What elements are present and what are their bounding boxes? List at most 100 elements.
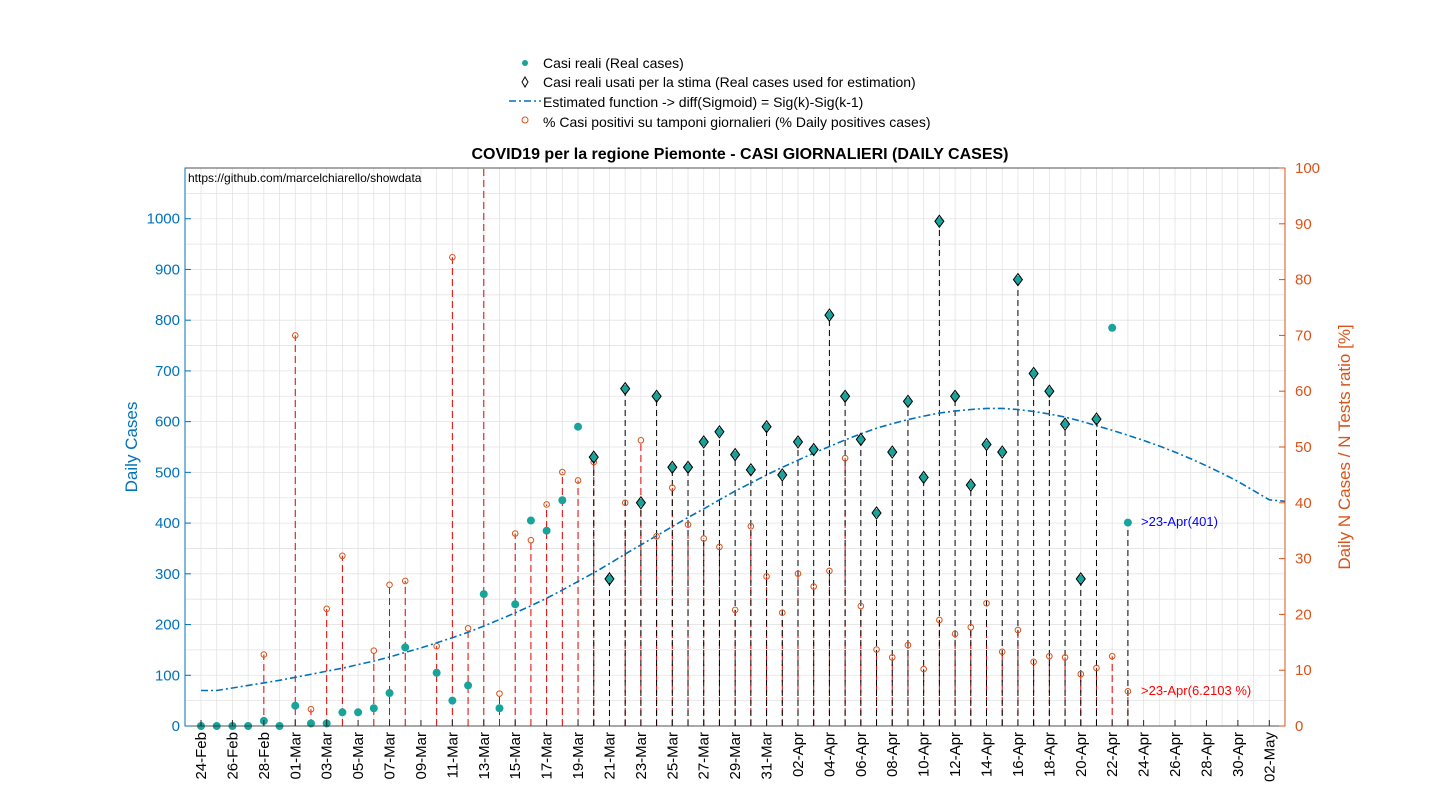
used-case-diamond [667,460,678,475]
right-axis-ticks: 0 10 20 30 40 50 60 70 80 90 100 [1279,160,1320,735]
x-tick-label: 26-Feb [224,732,241,780]
ratio-point [1014,626,1022,634]
x-tick-label: 13-Mar [476,732,493,780]
ratio-point [731,606,739,614]
real-case-point [809,445,818,454]
legend-circle-icon [521,116,529,124]
used-case-diamond [698,435,709,449]
ratio-point [543,501,550,508]
ratio-point [1061,654,1069,661]
ratio-point [323,605,330,613]
real-case-point [935,217,944,226]
real-case-point [369,704,378,713]
left-tick-label: 700 [155,363,180,380]
ratio-point [904,641,912,649]
used-case-diamond [997,445,1008,459]
x-tick-label: 27-Mar [696,732,713,780]
ratio-point [998,648,1006,656]
x-tick-label: 15-Mar [507,732,524,780]
right-tick-label: 100 [1295,160,1320,177]
real-case-point [903,397,912,406]
ratio-point [559,468,566,476]
used-case-diamond [902,394,914,409]
ratio-point [307,705,315,713]
used-case-diamond [855,432,866,447]
real-case-point [1123,518,1132,527]
right-tick-label: 10 [1295,662,1312,679]
legend-label-estimated: Estimated function -> diff(Sigmoid) = Si… [543,94,863,110]
x-tick-label: 19-Mar [570,732,587,780]
ratio-point [747,522,755,530]
used-case-diamond [949,389,961,404]
used-case-diamond [1012,272,1024,287]
ratio-point [291,332,299,339]
real-case-point [1045,387,1054,396]
legend-dot-icon [522,60,528,66]
used-case-diamond [824,308,835,322]
used-case-diamond [934,214,945,229]
real-case-point [951,392,960,401]
x-tick-label: 24-Feb [193,732,210,780]
x-tick-label: 28-Apr [1198,732,1215,777]
right-tick-label: 80 [1295,272,1312,289]
legend-label-real: Casi reali (Real cases) [543,55,684,71]
used-case-diamond [965,478,976,492]
right-tick-label: 20 [1295,606,1312,623]
ratio-point [386,581,393,589]
ratio-point [763,573,770,580]
annotation-last-ratio: >23-Apr(6.2103 %) [1141,683,1251,698]
x-tick-label: 14-Apr [979,732,996,777]
left-tick-label: 0 [172,718,180,735]
ratio-point [574,477,582,484]
real-case-point [731,450,740,459]
real-case-point [526,516,535,525]
legend: Casi reali (Real cases) Casi reali usati… [504,52,974,132]
x-tick-label: 08-Apr [884,732,901,777]
legend-diamond-icon [521,76,529,88]
y-axis-right-label: Daily N Cases / N Tests ratio [%] [1335,324,1354,569]
real-case-point [919,473,928,482]
x-tick-label: 31-Mar [759,732,776,780]
used-case-diamond [682,460,694,475]
x-tick-label: 30-Apr [1230,732,1247,777]
ratio-point [621,499,629,507]
real-case-point [385,689,394,698]
ratio-point [778,609,786,617]
real-case-point [982,440,991,449]
left-tick-label: 600 [155,414,180,431]
used-case-diamond [1091,412,1102,426]
real-case-point [511,600,520,609]
real-case-point [621,384,630,393]
used-case-diamond [1044,384,1055,399]
x-tick-label: 26-Apr [1167,732,1184,777]
real-case-point [1092,415,1101,424]
real-case-point [1108,323,1117,332]
right-tick-label: 50 [1295,439,1312,456]
real-case-point [1013,275,1022,284]
real-case-point [872,508,881,517]
ratio-point [527,536,535,544]
real-case-point [574,422,583,431]
real-case-point [464,681,473,690]
ratio-point [873,646,880,653]
ratio-point [794,570,802,577]
real-case-point [495,704,504,713]
x-tick-label: 01-Mar [287,732,304,780]
ratio-point [920,665,927,673]
x-tick-label: 09-Mar [413,732,430,780]
real-case-point [306,719,315,728]
left-axis-ticks: 0 100 200 300 400 500 600 700 800 900 1000 [147,211,191,735]
x-tick-label: 29-Mar [727,732,744,780]
real-case-point [652,392,661,401]
ratio-point [449,253,456,261]
x-tick-label: 02-Apr [790,732,807,777]
ratio-point [888,654,896,661]
ratio-point [1108,652,1116,660]
real-case-point [746,465,755,474]
ratio-point [433,642,440,650]
right-tick-label: 60 [1295,383,1312,400]
ratio-point [983,599,990,607]
real-case-point [338,708,347,717]
legend-label-used: Casi reali usati per la stima (Real case… [543,74,916,90]
real-case-point [448,696,457,705]
